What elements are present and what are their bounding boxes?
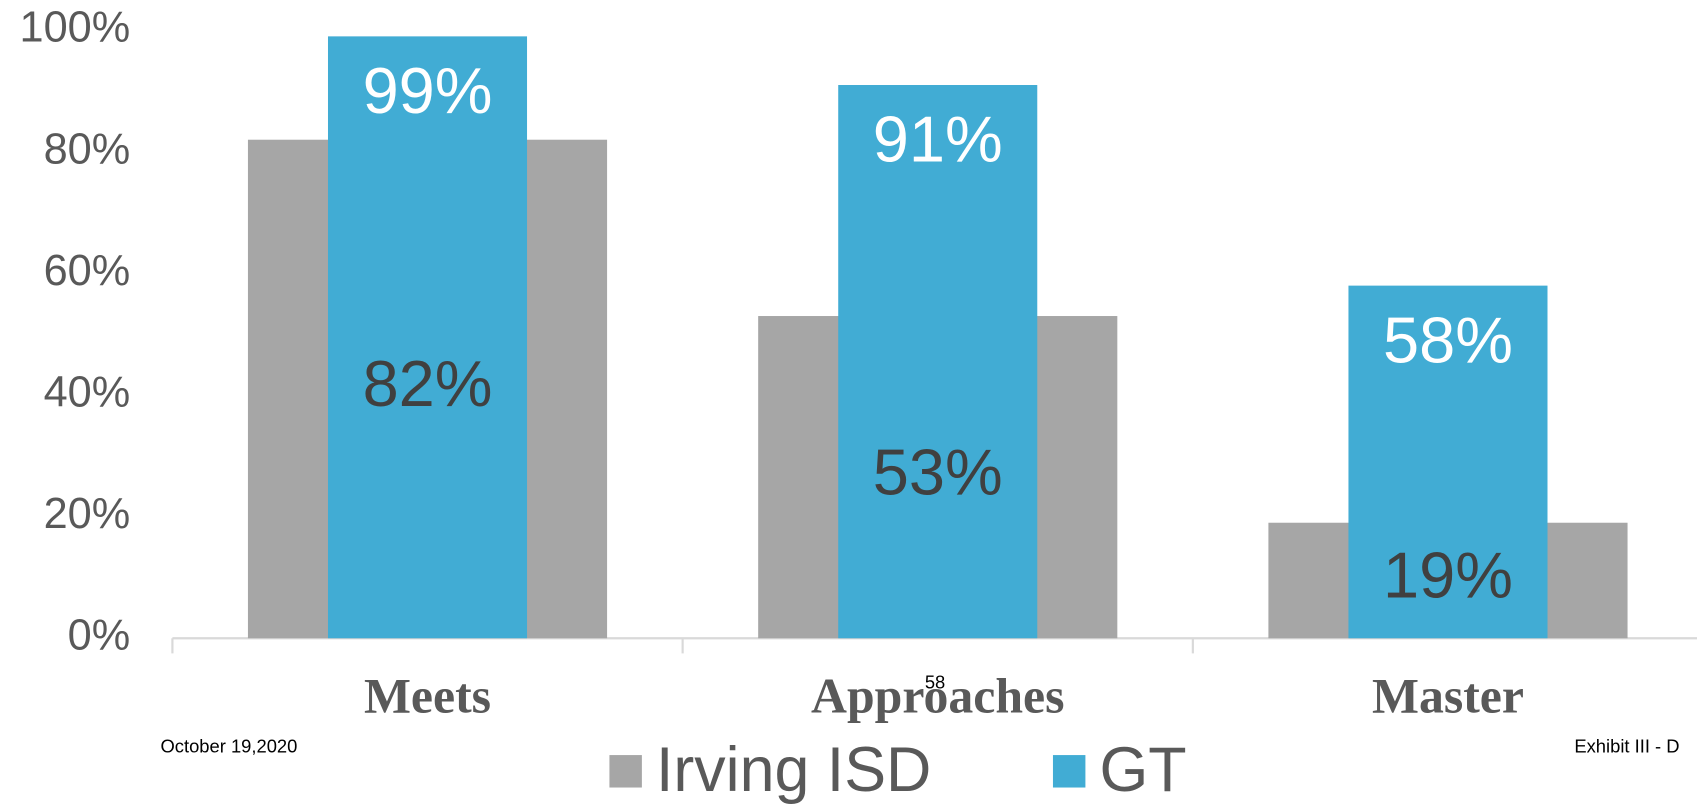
- footer-date: October 19,2020: [160, 735, 297, 756]
- data-label: 19%: [1383, 539, 1513, 612]
- y-tick-label: 40%: [44, 368, 131, 416]
- y-tick-label: 60%: [44, 247, 131, 295]
- data-label: 99%: [363, 54, 493, 127]
- x-tick-label: Master: [1372, 668, 1524, 723]
- x-tick-label: Meets: [364, 668, 491, 723]
- y-tick-label: 20%: [44, 490, 131, 538]
- data-label: 82%: [363, 347, 493, 420]
- legend-label: GT: [1099, 735, 1186, 805]
- footer-page: 58: [925, 672, 945, 693]
- data-label: 91%: [873, 103, 1003, 176]
- data-label: 58%: [1383, 303, 1513, 376]
- y-tick-label: 80%: [44, 125, 131, 173]
- data-label: 53%: [873, 435, 1003, 508]
- x-tick-label: Approaches: [811, 668, 1064, 723]
- legend-label: Irving ISD: [656, 735, 931, 805]
- legend-swatch: [1052, 755, 1086, 788]
- legend-swatch: [609, 755, 642, 788]
- footer-exhibit: Exhibit III - D: [1574, 735, 1679, 756]
- bar: [1348, 285, 1548, 639]
- bar: [327, 36, 528, 639]
- y-tick-label: 0%: [68, 612, 131, 660]
- bar: [838, 85, 1038, 639]
- y-tick-label: 100%: [20, 4, 131, 52]
